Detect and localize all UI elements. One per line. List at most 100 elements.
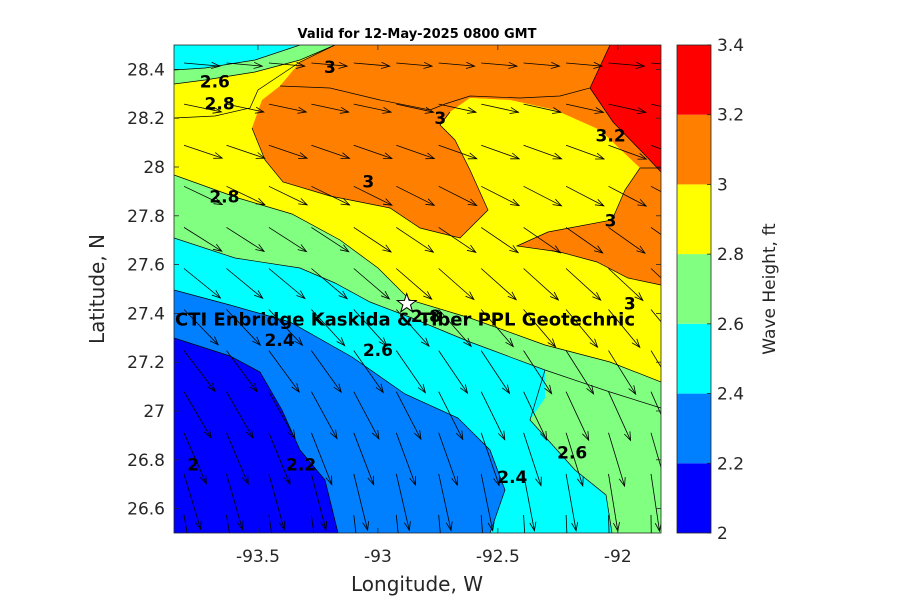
direction-arrow	[481, 103, 520, 114]
band-3-3.2-top	[280, 45, 661, 110]
direction-arrow	[650, 514, 652, 533]
direction-arrow	[650, 103, 661, 107]
direction-arrow	[226, 350, 258, 393]
direction-arrow	[481, 61, 519, 69]
direction-arrow	[480, 350, 511, 395]
colorbar-frame	[676, 44, 712, 534]
colorbar-label: Wave Height, ft	[760, 223, 780, 355]
direction-arrow	[523, 391, 548, 441]
direction-arrow	[523, 309, 557, 348]
direction-arrow	[353, 185, 393, 206]
direction-arrow	[183, 268, 222, 299]
x-axis-label: Longitude, W	[351, 572, 483, 596]
direction-arrow	[480, 514, 483, 533]
direction-arrow	[268, 391, 296, 440]
direction-arrow	[268, 473, 286, 531]
direction-arrow	[183, 144, 224, 159]
direction-arrow	[226, 144, 266, 159]
site-label: CTI Enbridge Kaskida & Tiber PPL Geotech…	[175, 310, 635, 331]
direction-arrow	[353, 227, 393, 253]
direction-arrow	[523, 350, 553, 395]
direction-arrow	[480, 227, 520, 254]
direction-arrow	[268, 227, 308, 253]
direction-arrow	[226, 514, 230, 533]
direction-arrow	[353, 391, 380, 440]
direction-arrow	[396, 227, 435, 253]
colorbar-tick-label: 2	[717, 524, 728, 544]
direction-arrow	[396, 309, 430, 347]
y-tick-label: 27	[143, 402, 165, 422]
contour-line	[251, 111, 489, 239]
direction-arrow	[226, 61, 264, 69]
direction-arrow	[353, 350, 384, 394]
band-3-3.2	[252, 45, 661, 285]
direction-arrow	[183, 391, 212, 439]
direction-arrow	[226, 309, 262, 346]
direction-arrow	[353, 268, 391, 300]
direction-arrow	[608, 61, 646, 69]
colorbar: 2 2.2 2.4 2.6 2.8 3 3.2 3.4	[676, 36, 744, 544]
direction-arrow	[565, 473, 579, 532]
direction-arrow	[480, 473, 495, 532]
direction-arrow	[480, 391, 506, 441]
direction-arrow	[650, 185, 661, 193]
direction-arrow	[565, 309, 599, 349]
direction-arrow	[650, 391, 661, 416]
x-tick-label: -92.5	[476, 547, 520, 567]
direction-arrow	[438, 268, 475, 301]
y-tick-label: 28.4	[127, 60, 165, 80]
direction-arrow	[268, 61, 306, 69]
direction-arrow	[268, 514, 272, 533]
y-tick-label: 27.4	[127, 304, 165, 324]
contour-label: 2.4	[265, 331, 295, 351]
direction-arrow	[183, 432, 207, 485]
direction-arrow	[566, 103, 605, 114]
direction-arrow	[353, 103, 393, 114]
y-tick-label: 27.2	[127, 353, 165, 373]
direction-arrow	[650, 350, 661, 368]
contour-label: 3.2	[596, 126, 626, 146]
colorbar-swatch	[677, 254, 711, 324]
band-3.2-3.4	[590, 45, 661, 172]
contour-label: 2.2	[286, 456, 316, 476]
colorbar-tick-label: 2.6	[717, 315, 744, 335]
x-tick-label: -93.5	[236, 547, 280, 567]
direction-arrow	[311, 514, 315, 533]
colorbar-tick-label: 3	[717, 175, 728, 195]
direction-arrow	[268, 350, 300, 393]
direction-arrow	[438, 432, 458, 487]
contour-label: 2.6	[200, 73, 230, 93]
site-star-icon	[395, 292, 418, 313]
direction-arrow	[353, 514, 357, 533]
direction-arrow	[438, 350, 469, 395]
y-tick-label: 26.8	[127, 451, 165, 471]
direction-arrow	[395, 432, 416, 487]
direction-arrow	[226, 103, 265, 114]
contour-label: 3	[362, 173, 374, 193]
direction-arrow	[523, 514, 526, 533]
contour-label: 2.6	[363, 341, 393, 361]
direction-arrow	[608, 268, 644, 302]
direction-arrow	[438, 103, 478, 114]
direction-arrow	[523, 144, 563, 160]
site-marker: CTI Enbridge Kaskida & Tiber PPL Geotech…	[175, 292, 635, 331]
direction-arrow	[481, 144, 521, 160]
wave-height-contour-fill	[174, 45, 661, 533]
direction-arrow	[480, 268, 518, 301]
contour-label: 2.8	[411, 307, 441, 327]
direction-arrow	[183, 309, 220, 346]
direction-arrow	[650, 144, 661, 150]
contour-label: 3	[605, 212, 617, 232]
colorbar-swatch	[677, 463, 711, 533]
direction-arrow	[523, 61, 561, 69]
x-tick-label: -93	[364, 547, 392, 567]
direction-arrow	[395, 514, 399, 533]
direction-arrow	[183, 473, 202, 531]
band-2-2.2	[174, 338, 338, 533]
direction-arrow	[523, 268, 560, 301]
direction-arrow	[268, 185, 309, 206]
direction-arrow	[396, 103, 435, 114]
direction-arrow	[226, 391, 254, 440]
direction-arrow	[226, 185, 266, 206]
